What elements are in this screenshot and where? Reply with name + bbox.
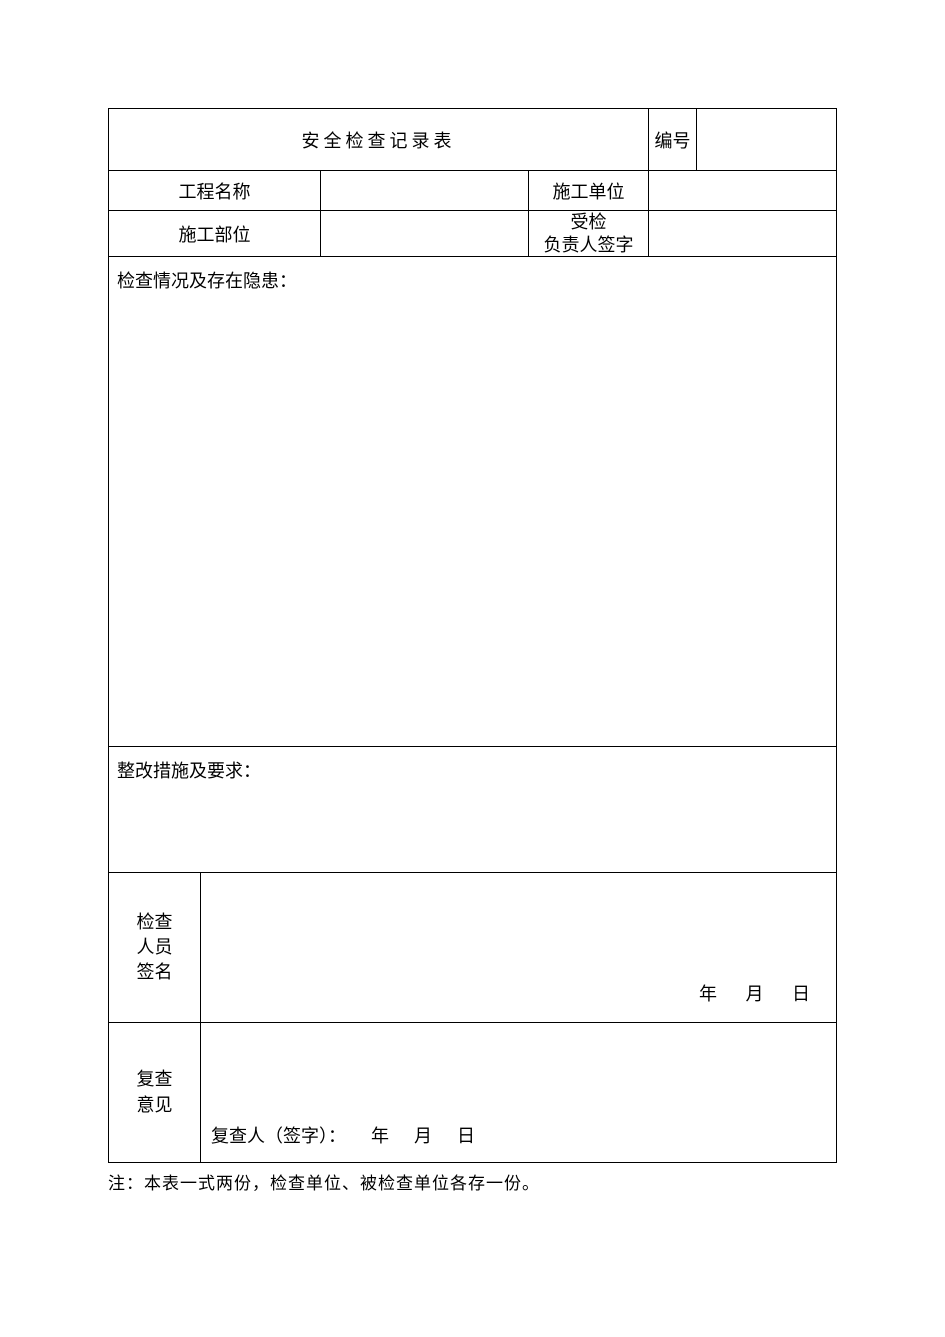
review-signer-line: 复查人（签字）： 年 月 日 <box>211 1122 475 1148</box>
inspector-date: 年 月 日 <box>689 980 822 1006</box>
location-row: 施工部位 受检 负责人签字 <box>109 211 837 257</box>
project-row: 工程名称 施工单位 <box>109 171 837 211</box>
review-label-l2: 意见 <box>137 1095 173 1115</box>
inspected-sign-label-line1: 受检 <box>571 212 607 232</box>
review-year: 年 <box>371 1126 389 1146</box>
rectification-label: 整改措施及要求： <box>117 761 261 781</box>
inspector-label-l2: 人员 <box>137 937 173 957</box>
project-name-label: 工程名称 <box>109 171 321 211</box>
inspector-day: 日 <box>792 980 812 1006</box>
form-page: 安全检查记录表 编号 工程名称 施工单位 施工部位 受检 负责人签字 检查情况及… <box>108 108 836 1194</box>
review-signer-prefix: 复查人（签字）： <box>211 1126 346 1146</box>
safety-inspection-form: 安全检查记录表 编号 工程名称 施工单位 施工部位 受检 负责人签字 检查情况及… <box>108 108 837 1163</box>
review-month: 月 <box>414 1126 432 1146</box>
title-row: 安全检查记录表 编号 <box>109 109 837 171</box>
review-label: 复查 意见 <box>109 1023 201 1163</box>
footnote: 注：本表一式两份，检查单位、被检查单位各存一份。 <box>108 1169 836 1194</box>
rectification-cell[interactable]: 整改措施及要求： <box>109 747 837 873</box>
inspection-findings-label: 检查情况及存在隐患： <box>117 271 297 291</box>
contractor-label: 施工单位 <box>529 171 649 211</box>
inspected-sign-label-line2: 负责人签字 <box>544 235 634 255</box>
contractor-value[interactable] <box>649 171 837 211</box>
project-name-value[interactable] <box>321 171 529 211</box>
inspector-sign-area[interactable]: 年 月 日 <box>201 873 837 1023</box>
inspector-year: 年 <box>699 980 719 1006</box>
number-label: 编号 <box>649 109 697 171</box>
review-row: 复查 意见 复查人（签字）： 年 月 日 <box>109 1023 837 1163</box>
inspected-sign-label: 受检 负责人签字 <box>529 211 649 257</box>
inspector-sign-row: 检查 人员 签名 年 月 日 <box>109 873 837 1023</box>
inspector-label-l1: 检查 <box>137 912 173 932</box>
inspected-sign-value[interactable] <box>649 211 837 257</box>
inspector-month: 月 <box>746 980 766 1006</box>
location-label: 施工部位 <box>109 211 321 257</box>
inspection-findings-cell[interactable]: 检查情况及存在隐患： <box>109 257 837 747</box>
review-day: 日 <box>457 1126 475 1146</box>
review-area[interactable]: 复查人（签字）： 年 月 日 <box>201 1023 837 1163</box>
form-title: 安全检查记录表 <box>109 109 649 171</box>
location-value[interactable] <box>321 211 529 257</box>
rectification-row: 整改措施及要求： <box>109 747 837 873</box>
inspection-findings-row: 检查情况及存在隐患： <box>109 257 837 747</box>
inspector-sign-label: 检查 人员 签名 <box>109 873 201 1023</box>
number-value[interactable] <box>697 109 837 171</box>
inspector-label-l3: 签名 <box>137 962 173 982</box>
review-label-l1: 复查 <box>137 1069 173 1089</box>
